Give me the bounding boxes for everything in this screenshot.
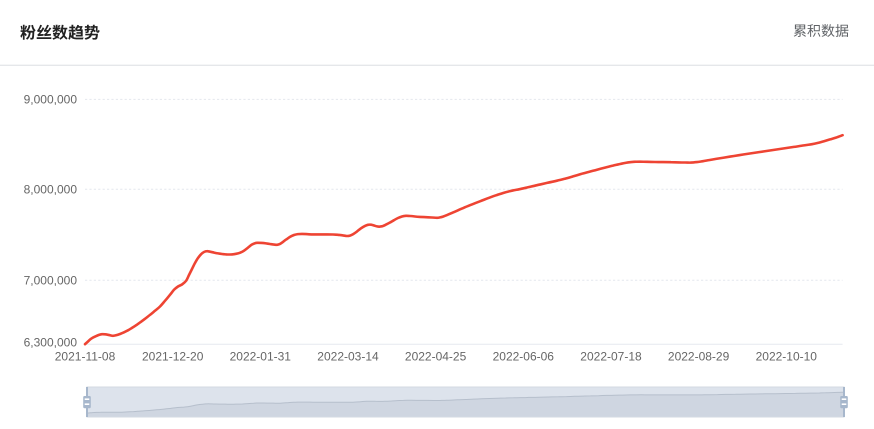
- svg-text:2022-10-10: 2022-10-10: [756, 350, 818, 364]
- svg-text:6,300,000: 6,300,000: [24, 336, 78, 350]
- svg-text:2022-03-14: 2022-03-14: [317, 350, 379, 364]
- svg-text:2021-11-08: 2021-11-08: [55, 350, 116, 364]
- svg-text:2022-07-18: 2022-07-18: [580, 350, 642, 364]
- svg-text:2022-08-29: 2022-08-29: [668, 350, 730, 364]
- svg-text:9,000,000: 9,000,000: [24, 93, 78, 107]
- svg-text:2022-01-31: 2022-01-31: [230, 350, 292, 364]
- svg-text:2022-06-06: 2022-06-06: [493, 350, 555, 364]
- svg-text:2022-04-25: 2022-04-25: [405, 350, 467, 364]
- svg-text:8,000,000: 8,000,000: [24, 183, 78, 197]
- svg-text:2021-12-20: 2021-12-20: [142, 350, 204, 364]
- svg-text:7,000,000: 7,000,000: [24, 274, 78, 288]
